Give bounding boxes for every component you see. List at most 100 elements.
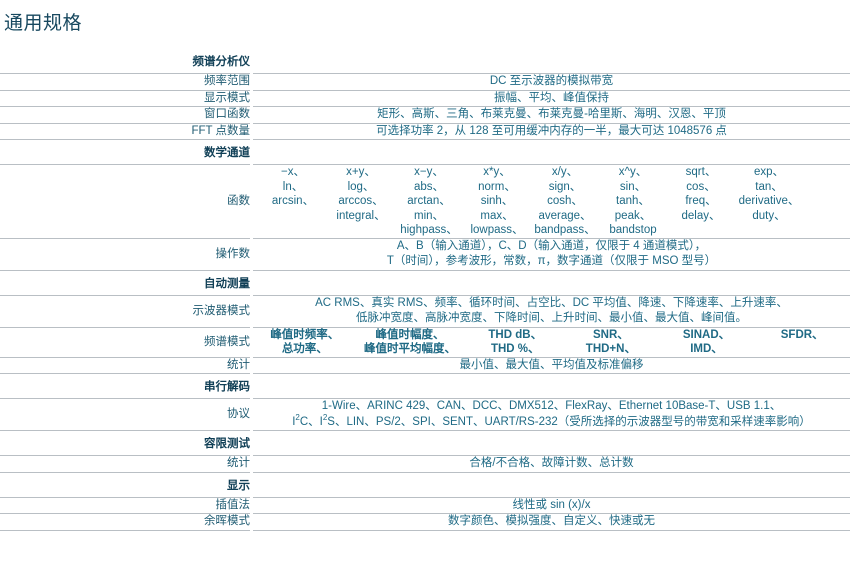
- value-grid-item: SFDR、: [780, 328, 824, 341]
- value-grid-item: 峰值时频率、: [270, 328, 340, 341]
- value-grid-column: sqrt、 cos、 freq、 delay、: [667, 165, 735, 223]
- specifications-table: 频谱分析仪 频率范围 DC 至示波器的模拟带宽 显示模式 振幅、平均、峰值保持 窗口函数…: [0, 49, 850, 531]
- row-label: 函数: [0, 164, 250, 239]
- row-label: 协议: [0, 398, 250, 431]
- value-grid-item: exp、: [753, 166, 785, 178]
- row-value: 1-Wire、ARINC 429、CAN、DCC、DMX512、FlexRay、…: [253, 398, 850, 431]
- value-grid-item: 峰值时平均幅度、: [364, 343, 457, 355]
- row-value: 线性或 sin (x)/x: [253, 497, 850, 514]
- row-value-line: T（时间），参考波形，常数，π，数字通道（仅限于 MSO 型号）: [386, 255, 717, 267]
- value-grid-item: SNR、: [592, 328, 629, 341]
- value-grid-item: THD dB、: [488, 328, 543, 341]
- table-row: 统计 最小值、最大值、平均值及标准偏移: [0, 357, 850, 374]
- value-grid-item: SINAD、: [682, 328, 731, 341]
- value-grid-column: −x、 ln、 arcsin、: [259, 165, 327, 209]
- row-value-line: 1-Wire、ARINC 429、CAN、DCC、DMX512、FlexRay、…: [321, 400, 782, 412]
- section-heading-spacer: [253, 373, 850, 399]
- value-grid-item: bandstop: [609, 224, 657, 236]
- section-heading: 串行解码: [0, 373, 250, 399]
- row-label: 窗口函数: [0, 106, 250, 124]
- value-grid-item: arctan、: [407, 195, 451, 207]
- row-value: 可选择功率 2，从 128 至可用缓冲内存的一半，最大可达 1048576 点: [253, 123, 850, 140]
- value-grid-column: 峰值时幅度、 峰值时平均幅度、: [353, 328, 468, 357]
- section-heading: 数学通道: [0, 139, 250, 165]
- value-grid-column: 峰值时频率、 总功率、: [257, 328, 353, 357]
- value-column-grid: 峰值时频率、 总功率、 峰值时幅度、 峰值时平均幅度、 THD dB、 THD %、 SNR…: [253, 328, 850, 357]
- row-value-line: A、B（输入通道），C、D（输入通道，仅限于 4 通道模式），: [396, 239, 707, 252]
- value-grid-item: 峰值时幅度、: [375, 328, 445, 341]
- table-row: 统计 合格/不合格、故障计数、总计数: [0, 455, 850, 473]
- value-grid-item: x^y、: [618, 166, 648, 178]
- section-heading-spacer: [253, 472, 850, 498]
- row-value: −x、 ln、 arcsin、 x+y、 log、 arccos、 integral、 x−y…: [253, 164, 850, 239]
- value-grid-column: x/y、 sign、 cosh、 average、 bandpass、: [531, 165, 599, 238]
- row-value-line: AC RMS、真实 RMS、频率、循环时间、占空比、DC 平均值、降速、下降速率…: [315, 296, 788, 309]
- row-label: 操作数: [0, 238, 250, 271]
- value-grid-item: bandpass、: [534, 224, 596, 236]
- row-value: 振幅、平均、峰值保持: [253, 90, 850, 107]
- value-grid-item: derivative、: [738, 195, 800, 207]
- value-grid-item: integral、: [336, 209, 386, 222]
- table-row: 余晖模式 数字颜色、模拟强度、自定义、快速或无: [0, 513, 850, 531]
- row-value: 矩形、高斯、三角、布莱克曼、布莱克曼-哈里斯、海明、汉恩、平顶: [253, 106, 850, 124]
- value-grid-column: x−y、 abs、 arctan、 min、 highpass、: [395, 165, 463, 238]
- value-grid-column: x*y、 norm、 sinh、 max、 lowpass、: [463, 165, 531, 238]
- row-label: 频率范围: [0, 73, 250, 91]
- row-label: 插值法: [0, 497, 250, 514]
- row-value-line: I2C、I2S、LIN、PS/2、SPI、SENT、UART/RS-232（受所…: [292, 412, 811, 428]
- value-grid-item: THD %、: [490, 343, 540, 355]
- table-row: 示波器模式 AC RMS、真实 RMS、频率、循环时间、占空比、DC 平均值、降速…: [0, 295, 850, 328]
- section-heading-spacer: [253, 139, 850, 165]
- value-grid-item: average、: [538, 209, 592, 222]
- value-grid-item: −x、: [281, 166, 305, 178]
- table-row: FFT 点数量 可选择功率 2，从 128 至可用缓冲内存的一半，最大可达 104…: [0, 123, 850, 140]
- value-grid-item: ln、: [282, 180, 304, 193]
- value-grid-item: 总功率、: [281, 343, 328, 355]
- section-heading: 显示: [0, 472, 250, 498]
- value-column-grid: −x、 ln、 arcsin、 x+y、 log、 arccos、 integral、 x−y…: [253, 165, 850, 238]
- row-label: FFT 点数量: [0, 123, 250, 140]
- value-grid-column: x^y、 sin、 tanh、 peak、 bandstop: [599, 165, 667, 238]
- value-grid-column: SNR、 THD+N、: [563, 328, 659, 357]
- row-label: 统计: [0, 357, 250, 374]
- value-grid-item: x*y、: [483, 166, 511, 178]
- table-row: 频谱模式 峰值时频率、 总功率、 峰值时幅度、 峰值时平均幅度、 THD dB、 THD %…: [0, 327, 850, 358]
- row-value: 最小值、最大值、平均值及标准偏移: [253, 357, 850, 374]
- row-value: DC 至示波器的模拟带宽: [253, 73, 850, 91]
- value-grid-item: tanh、: [616, 195, 650, 207]
- value-grid-item: THD+N、: [585, 343, 636, 355]
- table-row: 显示模式 振幅、平均、峰值保持: [0, 90, 850, 107]
- row-value: 峰值时频率、 总功率、 峰值时幅度、 峰值时平均幅度、 THD dB、 THD %、 SNR…: [253, 327, 850, 358]
- value-grid-item: delay、: [681, 209, 721, 222]
- value-grid-item: sign、: [548, 180, 582, 193]
- value-grid-item: x/y、: [551, 166, 579, 178]
- value-grid-column: x+y、 log、 arccos、 integral、: [327, 165, 395, 223]
- value-grid-item: log、: [347, 180, 375, 193]
- page-title: 通用规格: [4, 13, 83, 34]
- value-grid-item: sqrt、: [685, 166, 717, 178]
- value-grid-column: exp、 tan、 derivative、 duty、: [735, 165, 803, 223]
- section-heading: 自动测量: [0, 270, 250, 296]
- value-grid-item: highpass、: [400, 224, 458, 236]
- row-value-line: 低脉冲宽度、高脉冲宽度、下降时间、上升时间、最小值、最大值、峰间值。: [356, 312, 747, 324]
- row-label: 显示模式: [0, 90, 250, 107]
- value-grid-item: arccos、: [338, 195, 384, 207]
- row-label: 频谱模式: [0, 327, 250, 358]
- value-grid-item: IMD、: [690, 343, 723, 355]
- row-value: A、B（输入通道），C、D（输入通道，仅限于 4 通道模式）， T（时间），参考波…: [253, 238, 850, 271]
- row-value: 合格/不合格、故障计数、总计数: [253, 455, 850, 473]
- value-grid-item: x−y、: [414, 166, 444, 178]
- table-row: 频率范围 DC 至示波器的模拟带宽: [0, 73, 850, 91]
- section-heading-spacer: [253, 430, 850, 456]
- value-grid-item: cosh、: [547, 195, 583, 207]
- value-grid-item: max、: [480, 209, 514, 222]
- table-row: 窗口函数 矩形、高斯、三角、布莱克曼、布莱克曼-哈里斯、海明、汉恩、平顶: [0, 106, 850, 124]
- section-heading: 容限测试: [0, 430, 250, 456]
- value-grid-item: min、: [413, 209, 445, 222]
- value-grid-item: norm、: [478, 180, 516, 193]
- value-grid-item: abs、: [413, 180, 445, 193]
- row-label: 统计: [0, 455, 250, 473]
- row-value: 数字颜色、模拟强度、自定义、快速或无: [253, 513, 850, 531]
- section-heading-spacer: [253, 270, 850, 296]
- value-grid-item: sinh、: [480, 195, 514, 207]
